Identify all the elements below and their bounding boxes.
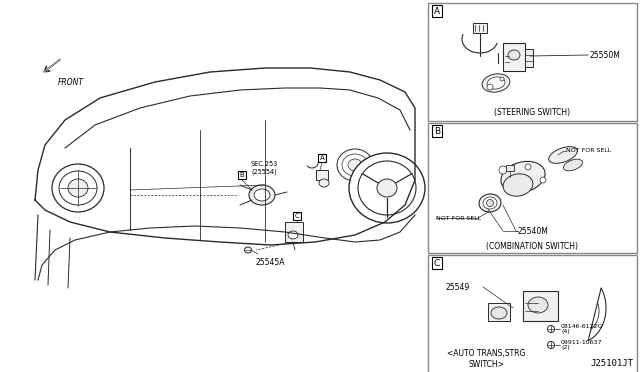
Text: C: C: [434, 259, 440, 267]
Ellipse shape: [548, 147, 577, 163]
Text: J25101JT: J25101JT: [590, 359, 633, 368]
Ellipse shape: [491, 307, 507, 319]
Ellipse shape: [483, 197, 497, 209]
Text: 25545A: 25545A: [256, 258, 285, 267]
Text: B: B: [239, 172, 244, 178]
Ellipse shape: [501, 161, 545, 193]
Text: NOT FOR SELL: NOT FOR SELL: [566, 148, 611, 154]
Ellipse shape: [319, 179, 329, 187]
Bar: [473, 23, 487, 33]
Text: <AUTO TRANS,STRG
SWITCH>: <AUTO TRANS,STRG SWITCH>: [447, 349, 525, 369]
Ellipse shape: [479, 194, 501, 212]
Ellipse shape: [503, 174, 533, 196]
Bar: [285, 222, 303, 242]
Ellipse shape: [52, 164, 104, 212]
Text: A: A: [319, 155, 324, 161]
Bar: [503, 43, 525, 71]
Ellipse shape: [482, 74, 510, 92]
Text: 25550M: 25550M: [590, 51, 621, 60]
Text: FRONT: FRONT: [58, 78, 84, 87]
Text: B: B: [434, 126, 440, 135]
Bar: [506, 165, 514, 171]
Ellipse shape: [525, 164, 531, 170]
Text: 09911-10637
(2): 09911-10637 (2): [561, 340, 602, 350]
Ellipse shape: [59, 171, 97, 205]
Ellipse shape: [528, 297, 548, 313]
Text: C: C: [294, 213, 300, 219]
Text: NOT FOR SELL: NOT FOR SELL: [436, 215, 481, 221]
Bar: [316, 170, 328, 180]
Ellipse shape: [563, 159, 582, 171]
Bar: [428, 3, 637, 121]
Ellipse shape: [499, 166, 507, 174]
Ellipse shape: [349, 153, 425, 223]
Ellipse shape: [487, 84, 493, 90]
Text: A: A: [434, 6, 440, 16]
Bar: [525, 49, 533, 67]
Text: SEC.253
(25554): SEC.253 (25554): [250, 161, 278, 175]
Ellipse shape: [487, 77, 505, 89]
Bar: [428, 255, 637, 372]
Ellipse shape: [547, 341, 554, 349]
Ellipse shape: [348, 159, 362, 171]
Bar: [488, 303, 510, 321]
Text: 25549: 25549: [446, 282, 470, 292]
Ellipse shape: [288, 231, 298, 239]
Text: 08146-6122G
(4): 08146-6122G (4): [561, 324, 604, 334]
Text: 25540M: 25540M: [518, 227, 549, 235]
Ellipse shape: [500, 77, 504, 81]
Ellipse shape: [547, 326, 554, 333]
Text: (COMBINATION SWITCH): (COMBINATION SWITCH): [486, 241, 579, 250]
Ellipse shape: [244, 247, 252, 253]
Bar: [428, 123, 637, 253]
Ellipse shape: [377, 179, 397, 197]
Ellipse shape: [540, 177, 546, 183]
Ellipse shape: [486, 199, 493, 206]
Text: (STEERING SWITCH): (STEERING SWITCH): [495, 109, 571, 118]
Ellipse shape: [68, 179, 88, 197]
Ellipse shape: [337, 149, 373, 181]
Ellipse shape: [508, 50, 520, 60]
Ellipse shape: [249, 185, 275, 205]
Bar: [523, 291, 558, 321]
Ellipse shape: [358, 161, 416, 215]
Ellipse shape: [342, 154, 368, 176]
Ellipse shape: [254, 189, 270, 201]
